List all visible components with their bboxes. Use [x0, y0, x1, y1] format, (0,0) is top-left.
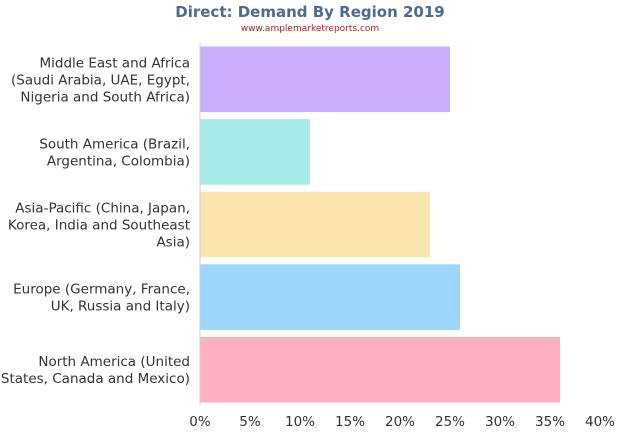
x-tick-label: 20%	[385, 414, 415, 430]
chart-title: Direct: Demand By Region 2019	[175, 3, 445, 21]
category-label-3: Europe (Germany, France, UK, Russia and I…	[13, 282, 190, 315]
bar-0	[200, 46, 450, 113]
category-label-line: States, Canada and Mexico)	[1, 371, 190, 387]
x-tick-label: 25%	[435, 414, 465, 430]
x-tick-label: 10%	[285, 414, 315, 430]
x-axis: 0% 5% 10% 15% 20% 25% 30% 35% 40%	[189, 43, 615, 430]
bar-2	[200, 191, 430, 258]
category-label-line: Asia)	[156, 235, 190, 251]
bars-layer	[200, 46, 560, 403]
category-labels: Middle East and Africa (Saudi Arabia, UAE…	[1, 55, 190, 387]
category-label-line: Argentina, Colombia)	[47, 153, 190, 169]
category-label-line: Korea, India and Southeast	[8, 218, 190, 234]
category-label-line: (Saudi Arabia, UAE, Egypt,	[11, 72, 190, 88]
category-label-2: Asia-Pacific (China, Japan, Korea, India …	[8, 201, 190, 251]
category-label-1: South America (Brazil, Argentina, Colombi…	[39, 136, 190, 169]
category-label-line: UK, Russia and Italy)	[51, 299, 190, 315]
category-label-4: North America (United States, Canada and …	[1, 354, 190, 387]
category-label-line: South America (Brazil,	[39, 136, 190, 152]
category-label-0: Middle East and Africa (Saudi Arabia, UAE…	[11, 55, 190, 105]
category-label-line: North America (United	[38, 354, 190, 370]
bar-4	[200, 336, 560, 403]
category-label-line: Europe (Germany, France,	[13, 282, 190, 298]
x-tick-label: 15%	[335, 414, 365, 430]
category-label-line: Middle East and Africa	[40, 55, 191, 71]
bar-3	[200, 264, 460, 330]
category-label-line: Asia-Pacific (China, Japan,	[15, 201, 190, 217]
category-label-line: Nigeria and South Africa)	[20, 89, 190, 105]
x-tick-label: 40%	[585, 414, 615, 430]
x-tick-label: 30%	[485, 414, 515, 430]
bar-1	[200, 119, 310, 185]
x-tick-label: 5%	[239, 414, 261, 430]
x-tick-label: 35%	[535, 414, 565, 430]
chart-subtitle: www.amplemarketreports.com	[240, 24, 380, 34]
x-tick-label: 0%	[189, 414, 211, 430]
